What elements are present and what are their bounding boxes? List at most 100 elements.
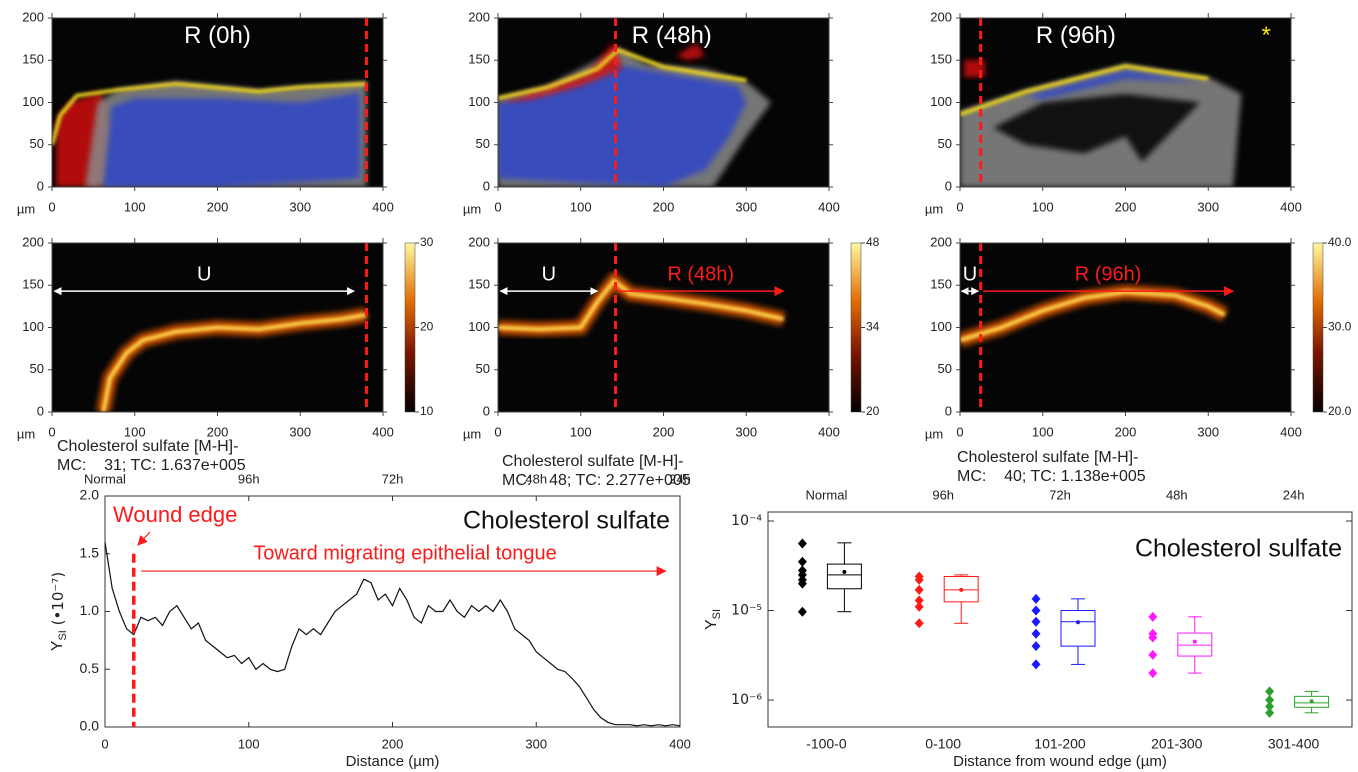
x-tick-label: 200 [1115, 199, 1137, 214]
top-axis-label: Normal [84, 471, 126, 486]
x-tick-label: 200 [653, 199, 675, 214]
y-tick-label: 0 [37, 178, 44, 193]
data-point [797, 556, 807, 567]
data-point [797, 606, 807, 617]
panel-title: R (48h) [632, 22, 712, 49]
colorbar-tick-label: 20 [420, 320, 434, 334]
data-point [797, 538, 807, 549]
image-panel [498, 243, 829, 412]
x-tick-label: 100 [1032, 199, 1054, 214]
y-tick-label: 0 [945, 178, 952, 193]
x-tick-label: 100 [570, 424, 592, 439]
colorbar-tick-label: 20 [866, 404, 880, 418]
x-tick-label: 300 [289, 424, 311, 439]
tissue-region [103, 92, 360, 187]
y-tick-label: 0 [483, 178, 490, 193]
caption: Cholesterol sulfate [M-H]- [57, 438, 238, 455]
x-tick-label: 300 [1197, 199, 1219, 214]
x-tick-label: 400 [1280, 199, 1302, 214]
top-axis-label: 96h [932, 487, 954, 502]
x-tick-label: 301-400 [1268, 736, 1320, 752]
box [1177, 632, 1213, 657]
top-axis-label: 24h [669, 471, 691, 486]
x-tick-label: 0-100 [925, 736, 961, 752]
caption: Cholesterol sulfate [M-H]- [502, 453, 683, 470]
tissue-region [1026, 70, 1200, 100]
data-point [914, 574, 924, 585]
y-tick-label: 200 [468, 234, 490, 249]
tissue-region [993, 94, 1200, 162]
x-tick-label: 300 [525, 736, 547, 751]
x-tick-label: 0 [48, 199, 55, 214]
x-tick-label: 400 [372, 424, 394, 439]
image-panel [52, 243, 383, 412]
signal-band [960, 64, 1209, 117]
annotation: U [542, 263, 556, 285]
y-axis-label-main: Y [703, 619, 720, 630]
mean [959, 587, 964, 592]
x-tick-label: 400 [1280, 424, 1302, 439]
image-panel [498, 18, 829, 187]
y-axis-label: YSI [703, 609, 723, 630]
y-tick-label: 100 [468, 94, 490, 109]
unit-label: µm [17, 201, 35, 216]
top-axis-label: 48h [1166, 487, 1188, 502]
top-axis-label: 72h [1049, 487, 1071, 502]
unit-label: µm [17, 426, 35, 441]
data-point [797, 578, 807, 589]
y-axis-label-main: Y [49, 640, 66, 651]
y-tick-label: 200 [22, 234, 44, 249]
mean [1076, 620, 1080, 625]
colorbar-tick-label: 20.0 [1328, 404, 1352, 418]
colorbar-tick-label: 40.0 [1328, 235, 1352, 249]
panel-title: R (0h) [184, 22, 251, 49]
y-tick-label: 0 [483, 403, 490, 418]
mean [842, 569, 847, 574]
y-tick-label: 200 [930, 234, 952, 249]
data-point [1148, 649, 1158, 660]
x-tick-label: 400 [818, 424, 840, 439]
x-axis-label: Distance from wound edge (µm) [953, 753, 1167, 770]
x-tick-label: 0 [101, 736, 108, 751]
x-tick-label: 200 [1115, 424, 1137, 439]
y-tick-label: 50 [476, 361, 490, 376]
y-tick-label: 100 [468, 319, 490, 334]
y-tick-label: 2.0 [80, 487, 100, 503]
data-point [914, 584, 924, 595]
data-line [104, 542, 681, 727]
y-tick-label: 100 [930, 94, 952, 109]
data-point [1031, 616, 1041, 627]
caption: MC: 48; TC: 2.277e+005 [502, 472, 691, 489]
colorbar-tick-label: 34 [866, 320, 880, 334]
y-tick-label: 1.0 [80, 602, 100, 618]
y-tick-label: 10⁻⁶ [731, 692, 762, 708]
x-tick-label: 400 [372, 199, 394, 214]
data-point [1148, 632, 1158, 643]
x-tick-label: 400 [818, 199, 840, 214]
y-tick-label: 50 [476, 136, 490, 151]
data-point [1148, 611, 1158, 622]
x-tick-label: 300 [1197, 424, 1219, 439]
chart-title: Cholesterol sulfate [1135, 535, 1342, 563]
y-tick-label: 200 [930, 9, 952, 24]
x-tick-label: 100 [1032, 424, 1054, 439]
colorbar-tick-label: 30.0 [1328, 320, 1352, 334]
tissue-region [675, 43, 705, 61]
x-tick-label: 200 [207, 424, 229, 439]
y-tick-label: 0.0 [80, 718, 100, 734]
signal-band [960, 289, 1226, 343]
y-tick-label: 150 [468, 277, 490, 292]
x-tick-label: 0 [956, 424, 963, 439]
y-tick-label: 0.5 [80, 660, 100, 676]
unit-label: µm [925, 201, 943, 216]
y-tick-label: 150 [22, 52, 44, 67]
image-panel [52, 18, 383, 187]
y-tick-label: 100 [930, 319, 952, 334]
annotation: * [1262, 22, 1271, 49]
annotation: U [963, 263, 977, 285]
annotation: Toward migrating epithelial tongue [253, 542, 557, 564]
colorbar-tick-label: 30 [420, 235, 434, 249]
x-tick-label: 100 [570, 199, 592, 214]
y-tick-label: 200 [468, 9, 490, 24]
caption: MC: 40; TC: 1.138e+005 [957, 468, 1146, 485]
